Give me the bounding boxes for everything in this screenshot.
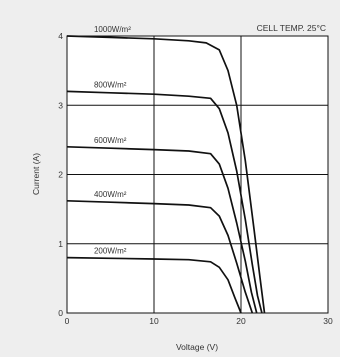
series-label: 800W/m² xyxy=(94,80,127,89)
series-label: 1000W/m² xyxy=(94,25,131,34)
y-tick-label: 2 xyxy=(58,170,63,180)
y-tick-label: 0 xyxy=(58,308,63,318)
y-tick-label: 4 xyxy=(58,31,63,41)
y-tick-label: 1 xyxy=(58,239,63,249)
series-label-layer: 1000W/m² 800W/m² 600W/m² 400W/m² 200W/m² xyxy=(94,25,131,256)
curve-layer xyxy=(66,35,266,314)
x-tick-label: 30 xyxy=(323,316,333,326)
y-axis-label: Current (A) xyxy=(31,153,41,195)
series-line xyxy=(66,199,254,314)
y-tick-label: 3 xyxy=(58,100,63,110)
tick-layer: 0 10 20 30 0 1 2 3 4 xyxy=(58,31,333,326)
x-axis-label: Voltage (V) xyxy=(176,342,218,352)
x-tick-label: 20 xyxy=(236,316,246,326)
grid-layer xyxy=(67,36,328,313)
x-tick-label: 0 xyxy=(65,316,70,326)
series-line xyxy=(66,90,263,314)
x-tick-label: 10 xyxy=(149,316,159,326)
series-line xyxy=(66,35,266,314)
series-line xyxy=(66,256,242,314)
series-label: 200W/m² xyxy=(94,247,127,256)
series-line xyxy=(66,145,258,314)
series-label: 600W/m² xyxy=(94,136,127,145)
annotation-label: CELL TEMP. 25°C xyxy=(257,23,326,33)
series-label: 400W/m² xyxy=(94,190,127,199)
